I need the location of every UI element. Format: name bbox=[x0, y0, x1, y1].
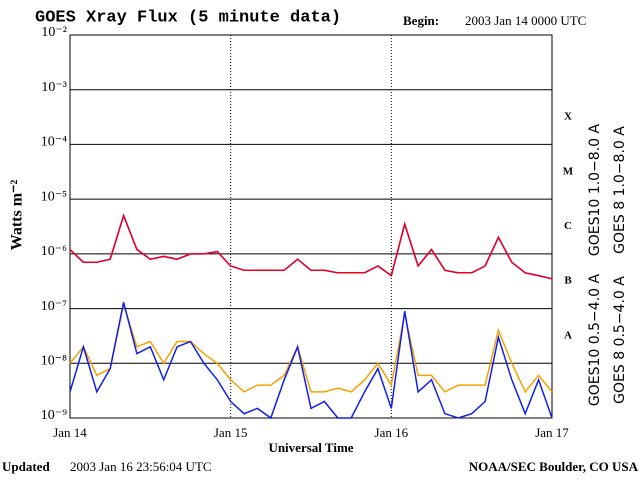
credit: NOAA/SEC Boulder, CO USA bbox=[469, 459, 639, 474]
flare-class-label: A bbox=[564, 329, 572, 341]
flare-class-label: B bbox=[564, 275, 572, 287]
begin-label: Begin: bbox=[403, 13, 439, 28]
y-tick-label: 10⁻² bbox=[41, 25, 67, 40]
flare-class-label: X bbox=[564, 111, 572, 123]
legend-entry: GOES10 0.5−4.0 A bbox=[587, 274, 603, 407]
x-tick-label: Jan 17 bbox=[535, 425, 569, 440]
series-line bbox=[69, 301, 553, 394]
flare-class-label: C bbox=[564, 220, 572, 232]
y-tick-label: 10⁻³ bbox=[41, 80, 67, 95]
y-tick-label: 10⁻⁷ bbox=[41, 299, 67, 314]
x-tick-label: Jan 15 bbox=[214, 425, 248, 440]
y-tick-label: 10⁻⁶ bbox=[41, 244, 67, 259]
legend-entry: GOES 8 1.0−8.0 A bbox=[612, 126, 628, 254]
y-tick-label: 10⁻⁸ bbox=[41, 354, 67, 369]
y-axis-label: Watts m⁻² bbox=[9, 180, 26, 251]
y-tick-label: 10⁻⁹ bbox=[41, 408, 67, 423]
legend-entry: GOES10 1.0−8.0 A bbox=[587, 124, 603, 257]
updated-value: 2003 Jan 16 23:56:04 UTC bbox=[70, 459, 212, 474]
chart-title: GOES Xray Flux (5 minute data) bbox=[35, 8, 341, 27]
y-tick-label: 10⁻⁴ bbox=[41, 135, 67, 150]
series-line bbox=[69, 213, 553, 280]
x-axis-label: Universal Time bbox=[268, 440, 353, 455]
y-tick-label: 10⁻⁵ bbox=[41, 189, 67, 204]
x-tick-label: Jan 14 bbox=[53, 425, 87, 440]
series-line bbox=[69, 302, 553, 420]
x-tick-label: Jan 16 bbox=[375, 425, 409, 440]
flare-class-label: M bbox=[563, 165, 574, 177]
legend-entry: GOES 8 0.5−4.0 A bbox=[612, 276, 628, 404]
updated-label: Updated bbox=[2, 459, 50, 474]
plot-frame bbox=[69, 34, 553, 419]
begin-value: 2003 Jan 14 0000 UTC bbox=[465, 13, 586, 28]
